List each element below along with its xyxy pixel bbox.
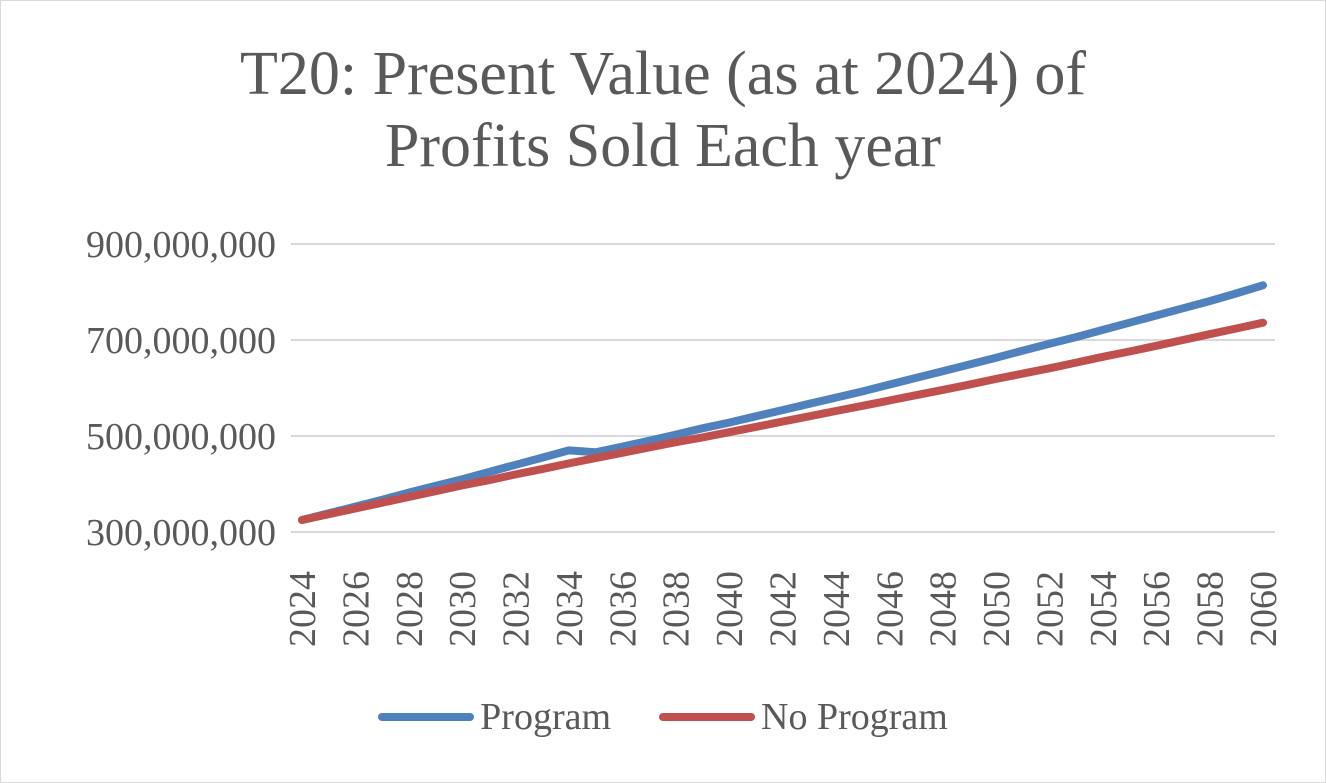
x-tick-label: 2044 xyxy=(816,571,858,647)
y-tick-label: 700,000,000 xyxy=(86,320,276,362)
chart-title-line-1: T20: Present Value (as at 2024) of xyxy=(240,40,1086,108)
x-tick-label: 2034 xyxy=(549,571,591,647)
y-tick-label: 900,000,000 xyxy=(86,224,276,266)
x-tick-label: 2052 xyxy=(1029,571,1071,647)
x-axis-tick-labels: 2024 2026 2028 2030 2032 2034 2036 2038 2040 2042… xyxy=(282,571,1285,647)
x-tick-label: 2042 xyxy=(763,571,805,647)
legend-label-no-program: No Program xyxy=(761,696,948,738)
x-tick-label: 2048 xyxy=(923,571,965,647)
legend-item-program: Program xyxy=(378,695,611,739)
legend-item-no-program: No Program xyxy=(659,695,948,739)
chart-title: T20: Present Value (as at 2024) of Profi… xyxy=(0,38,1326,182)
x-tick-label: 2032 xyxy=(496,571,538,647)
x-tick-label: 2028 xyxy=(389,571,431,647)
legend-swatch-no-program xyxy=(659,713,756,721)
x-tick-label: 2050 xyxy=(976,571,1018,647)
y-axis-tick-labels: 300,000,000 500,000,000 700,000,000 900,000… xyxy=(86,224,276,554)
x-tick-label: 2040 xyxy=(709,571,751,647)
gridlines xyxy=(291,243,1275,533)
series-line-program xyxy=(298,281,1267,524)
series-lines xyxy=(298,281,1267,524)
x-tick-label: 2036 xyxy=(602,571,644,647)
x-tick-label: 2030 xyxy=(442,571,484,647)
x-tick-label: 2046 xyxy=(869,571,911,647)
legend: Program No Program xyxy=(0,692,1326,742)
x-tick-label: 2038 xyxy=(656,571,698,647)
x-tick-label: 2026 xyxy=(335,571,377,647)
chart-title-line-2: Profits Sold Each year xyxy=(384,112,942,180)
x-tick-label: 2058 xyxy=(1190,571,1232,647)
legend-swatch-program xyxy=(378,713,475,721)
legend-label-program: Program xyxy=(480,696,612,738)
x-tick-label: 2056 xyxy=(1136,571,1178,647)
y-tick-label: 500,000,000 xyxy=(86,416,276,458)
x-tick-label: 2054 xyxy=(1083,571,1125,647)
x-tick-label: 2024 xyxy=(282,571,324,647)
y-tick-label: 300,000,000 xyxy=(86,512,276,554)
x-tick-label: 2060 xyxy=(1243,571,1285,647)
series-line-no-program xyxy=(298,318,1267,524)
